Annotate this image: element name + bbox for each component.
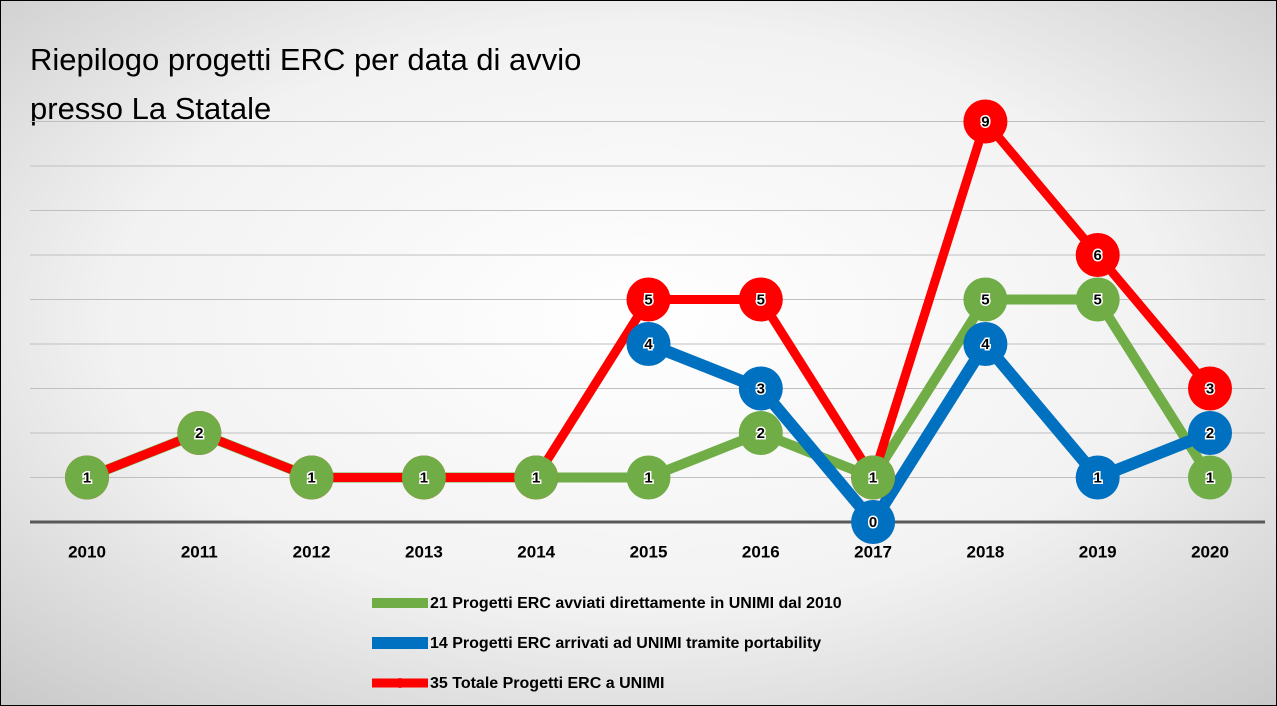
data-label: 2	[195, 425, 203, 442]
data-label: 1	[532, 469, 540, 486]
data-label: 5	[644, 291, 652, 308]
data-label: 5	[981, 291, 989, 308]
data-point	[626, 277, 671, 322]
data-point	[401, 455, 446, 500]
data-point	[626, 455, 671, 500]
data-point	[851, 455, 896, 500]
data-point	[1075, 233, 1120, 277]
data-label: 1	[1206, 469, 1214, 486]
data-point	[289, 455, 334, 500]
data-point	[514, 455, 559, 500]
data-point	[626, 322, 671, 366]
data-label: 3	[757, 380, 765, 397]
data-point	[738, 411, 783, 455]
data-point	[851, 500, 896, 544]
legend-marker	[395, 678, 405, 688]
x-tick-label: 2018	[966, 542, 1004, 561]
data-label: 9	[981, 113, 989, 130]
data-point	[738, 366, 783, 411]
data-label: 2	[1206, 425, 1214, 442]
chart-subtitle: presso La Statale	[30, 91, 271, 126]
data-point	[65, 455, 109, 500]
x-tick-label: 2011	[181, 542, 218, 561]
data-label: 4	[644, 336, 653, 353]
data-point	[738, 277, 783, 322]
data-label: 1	[307, 469, 315, 486]
data-label: 1	[1094, 469, 1102, 486]
data-label: 0	[869, 514, 877, 531]
data-label: 1	[644, 469, 652, 486]
data-point	[1075, 277, 1120, 322]
data-label: 2	[757, 425, 765, 442]
legend-label: 35 Totale Progetti ERC a UNIMI	[430, 675, 664, 692]
x-tick-label: 2015	[630, 542, 668, 561]
data-point	[963, 277, 1008, 322]
data-point	[177, 411, 222, 455]
legend-marker	[395, 638, 405, 648]
data-point	[963, 322, 1008, 366]
data-label: 6	[1094, 247, 1102, 264]
data-label: 3	[1206, 380, 1214, 397]
x-tick-label: 2019	[1079, 542, 1117, 561]
x-tick-label: 2012	[293, 542, 331, 561]
data-label: 1	[420, 469, 428, 486]
data-point	[1188, 366, 1232, 411]
x-tick-label: 2016	[742, 542, 780, 561]
x-tick-label: 2010	[68, 542, 106, 561]
data-label: 4	[981, 336, 990, 353]
data-label: 5	[1094, 291, 1102, 308]
data-label: 1	[869, 469, 877, 486]
legend-label: 14 Progetti ERC arrivati ad UNIMI tramit…	[430, 635, 821, 652]
x-tick-label: 2020	[1191, 542, 1229, 561]
x-tick-label: 2014	[517, 542, 555, 561]
legend-label: 21 Progetti ERC avviati direttamente in …	[430, 595, 842, 612]
data-point	[1188, 455, 1232, 500]
chart-title: Riepilogo progetti ERC per data di avvio	[30, 42, 581, 77]
data-label: 1	[83, 469, 91, 486]
legend-marker	[395, 598, 405, 608]
x-tick-label: 2017	[854, 542, 892, 561]
x-tick-label: 2013	[405, 542, 443, 561]
data-point	[963, 99, 1008, 144]
data-label: 5	[757, 291, 765, 308]
data-point	[1188, 411, 1232, 455]
data-point	[1075, 455, 1120, 500]
